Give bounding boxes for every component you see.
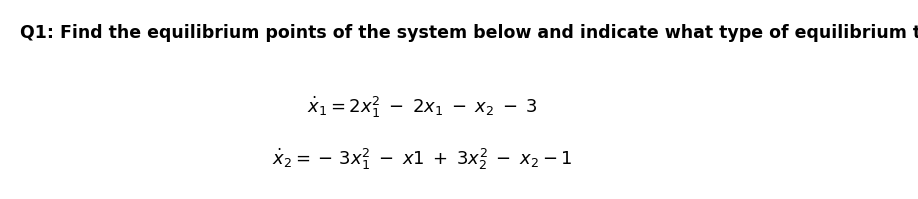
Text: Q1: Find the equilibrium points of the system below and indicate what type of eq: Q1: Find the equilibrium points of the s… bbox=[20, 24, 918, 42]
Text: $\dot{x}_2 = -\, 3x_1^2 \; - \; x1 \; + \; 3x_2^2 \; - \; x_2 - 1$: $\dot{x}_2 = -\, 3x_1^2 \; - \; x1 \; + … bbox=[272, 146, 573, 172]
Text: $\dot{x}_1 = 2x_1^2 \; - \; 2x_1 \; - \; x_2 \; - \; 3$: $\dot{x}_1 = 2x_1^2 \; - \; 2x_1 \; - \;… bbox=[307, 95, 538, 120]
